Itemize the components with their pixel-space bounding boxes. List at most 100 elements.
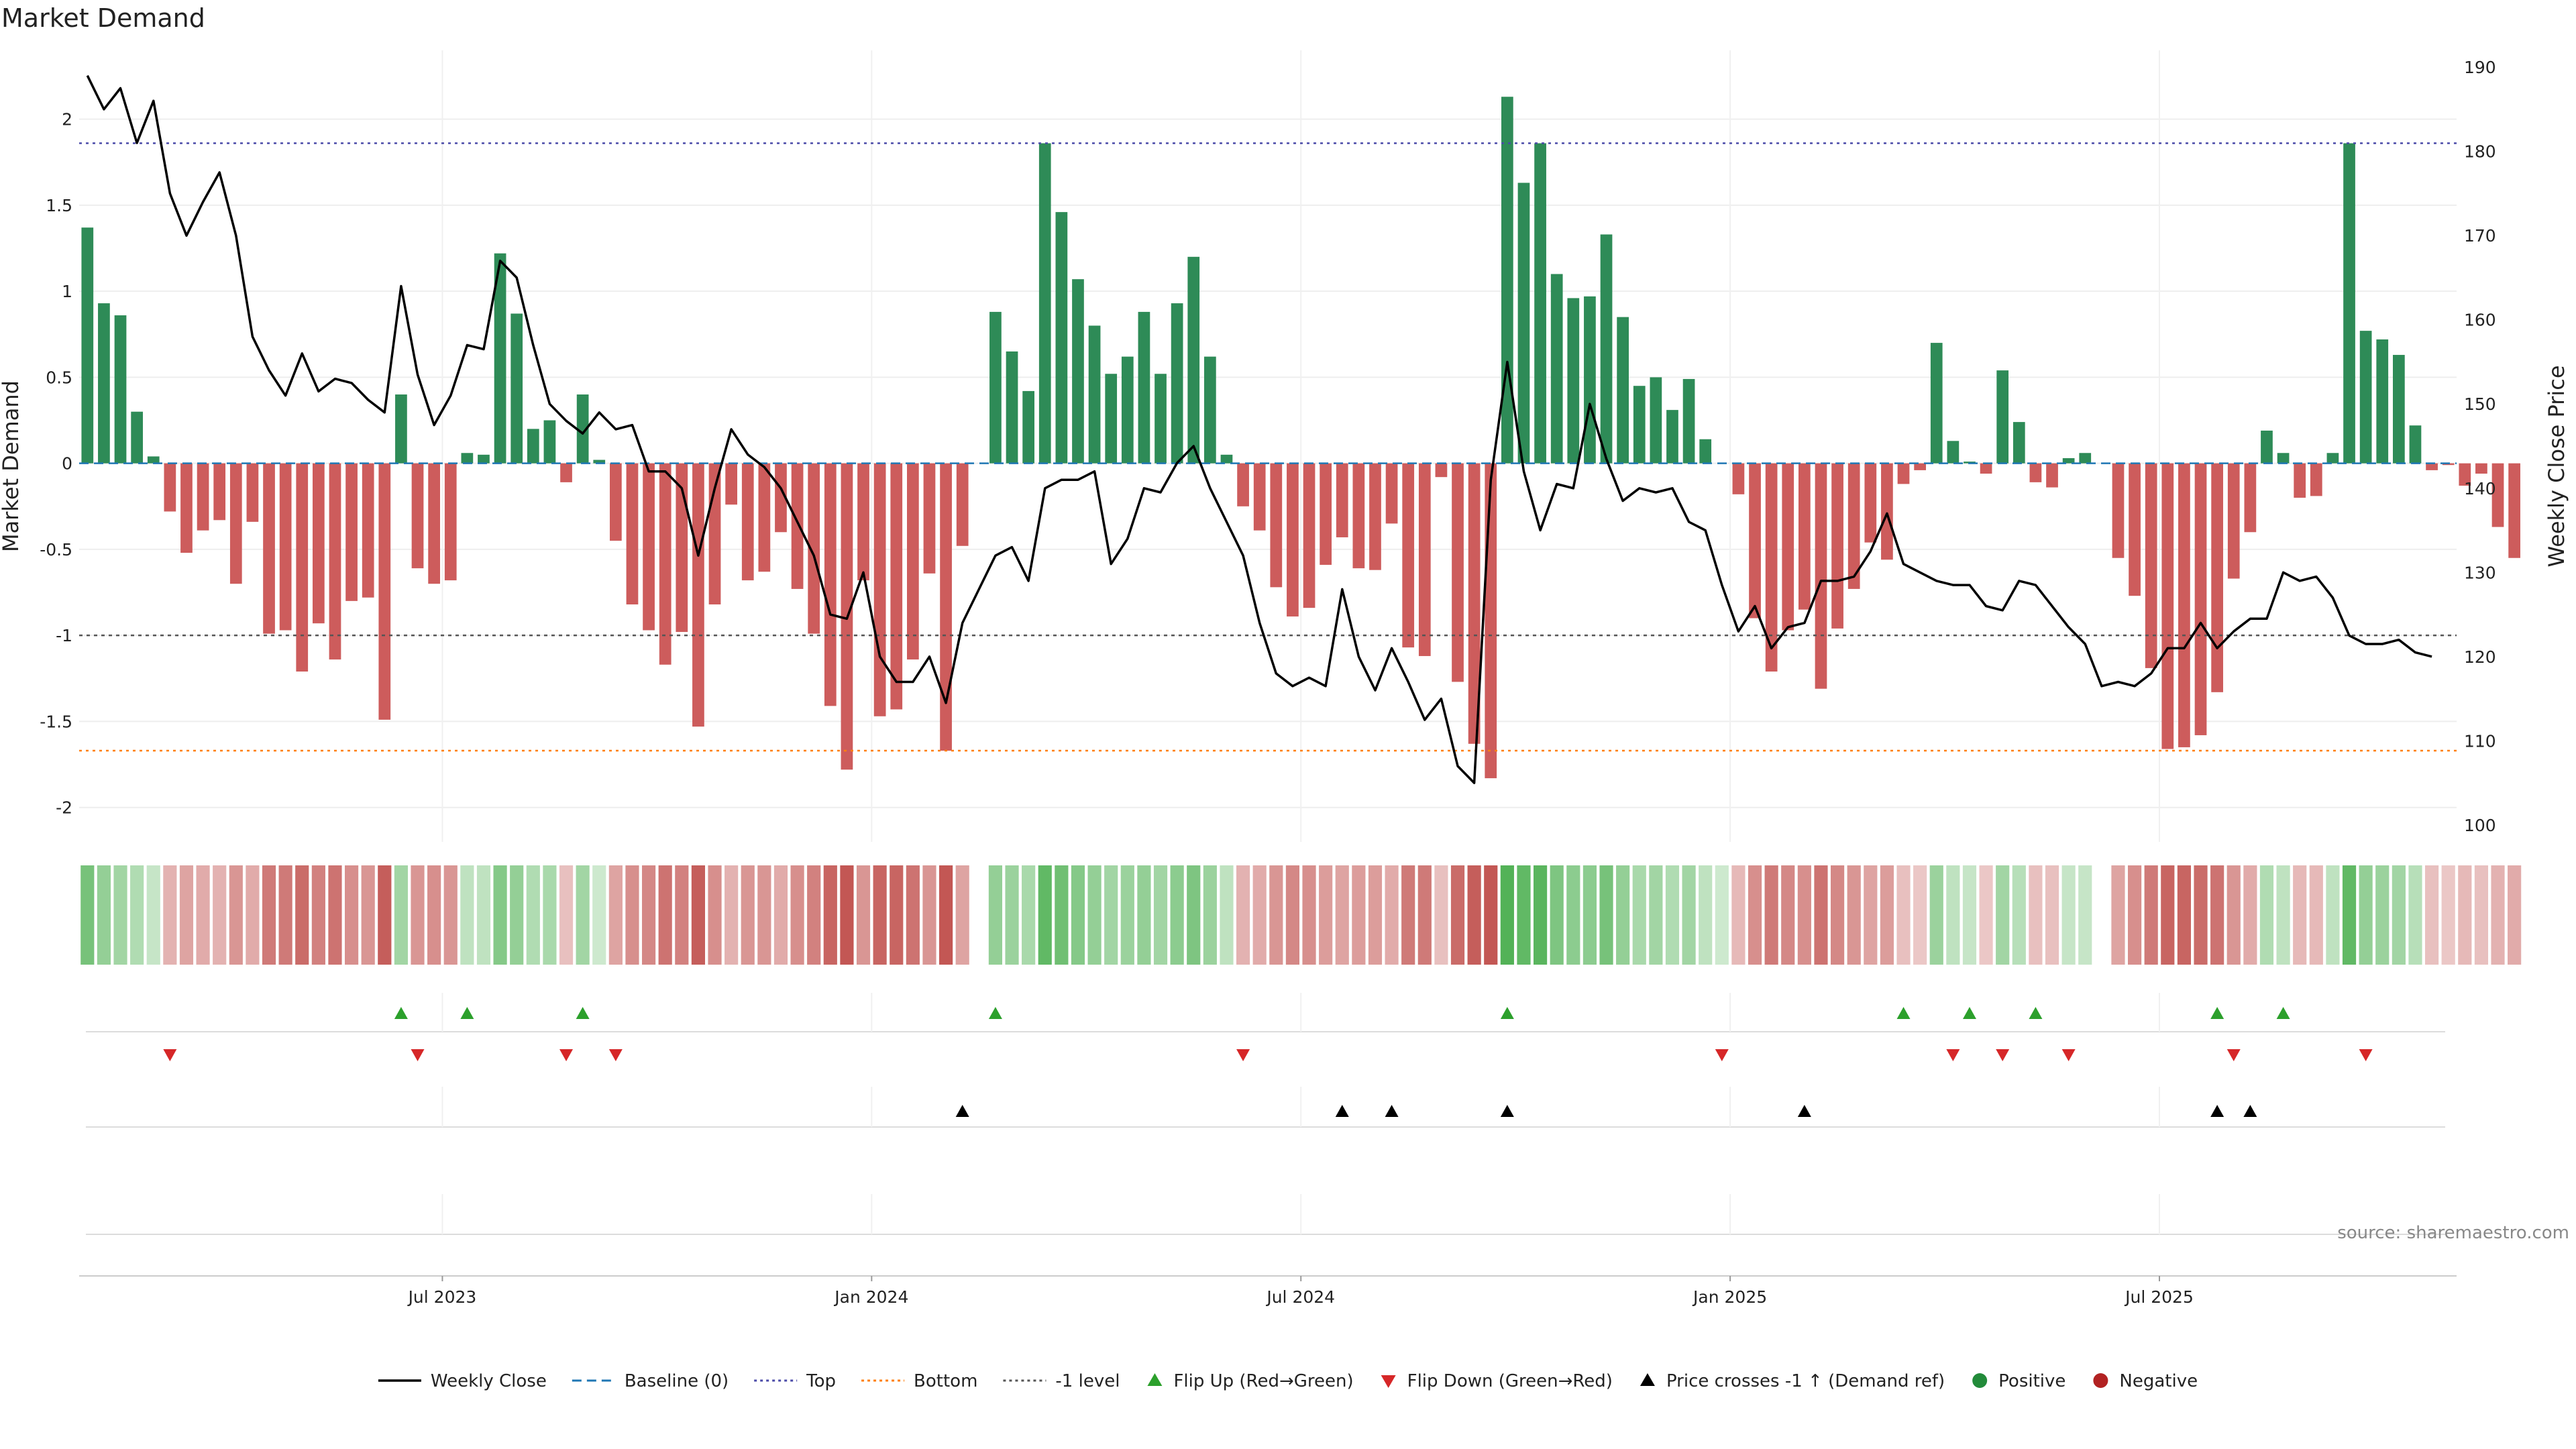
heat-cell-60 [1071,865,1085,965]
demand-bar-42 [775,463,787,533]
heat-cell-85 [1484,865,1498,965]
heat-cell-74 [1302,865,1316,965]
heat-cell-39 [724,865,739,965]
demand-bar-57 [1022,390,1034,464]
demand-bar-75 [1320,463,1332,565]
demand-bar-50 [907,463,919,660]
demand-bar-82 [1435,463,1448,478]
heat-cell-22 [443,865,458,965]
heat-cell-43 [790,865,804,965]
demand-bar-9 [229,463,242,584]
heat-cell-75 [1319,865,1333,965]
demand-bar-85 [1485,463,1497,779]
heat-cell-18 [378,865,392,965]
demand-bar-145 [2475,463,2487,474]
flip-up-marker-5 [1896,1007,1911,1019]
y-axis-label: Market Demand [0,380,23,552]
cross-up-marker-6 [2243,1105,2257,1117]
demand-bar-132 [2261,430,2273,464]
demand-bar-146 [2491,463,2504,527]
heat-cell-84 [1467,865,1481,965]
demand-bar-94 [1633,386,1646,464]
heat-cell-126 [2161,865,2175,965]
heat-cell-65 [1153,865,1168,965]
demand-bar-65 [1155,374,1167,464]
heat-cell-106 [1830,865,1845,965]
demand-bar-2 [114,315,127,464]
heat-cell-112 [1929,865,1943,965]
cross-up-marker-2 [1385,1105,1399,1117]
heat-cell-35 [658,865,672,965]
demand-bar-63 [1121,356,1134,464]
heat-cell-9 [229,865,243,965]
demand-bar-83 [1452,463,1464,682]
demand-bar-109 [1881,463,1893,560]
demand-bar-73 [1287,463,1299,616]
flip-up-marker-3 [988,1007,1002,1019]
demand-bar-58 [1038,143,1051,464]
heat-cell-113 [1946,865,1960,965]
heat-cell-73 [1285,865,1300,965]
demand-bar-1 [98,303,110,464]
flip-down-marker-3 [608,1049,623,1061]
demand-bar-51 [923,463,936,574]
flip-up-marker-0 [394,1007,408,1019]
heat-cell-24 [476,865,491,965]
demand-bar-20 [411,463,424,569]
legend-item-0: Weekly Close [378,1371,547,1391]
heat-cell-50 [906,865,920,965]
heat-cell-53 [955,865,969,965]
legend-item-2: Top [754,1371,836,1391]
demand-bar-107 [1847,463,1860,589]
demand-bar-10 [246,463,259,522]
heat-cell-62 [1104,865,1118,965]
heat-cell-83 [1450,865,1465,965]
flip-up-marker-8 [2210,1007,2224,1019]
demand-bar-140 [2393,355,2405,464]
heat-cell-71 [1252,865,1267,965]
y-tick-label-3: -0.5 [40,540,72,559]
heat-cell-95 [1649,865,1663,965]
heat-cell-97 [1682,865,1696,965]
demand-bar-60 [1072,279,1084,464]
demand-bar-126 [2161,463,2174,749]
demand-bar-31 [593,460,606,464]
heat-cell-3 [130,865,144,965]
y-right-tick-label-7: 170 [2464,226,2496,246]
y-tick-label-6: 1 [62,282,72,301]
demand-bar-127 [2178,463,2190,747]
heat-cell-42 [773,865,788,965]
legend-item-7: Price crosses -1 ↑ (Demand ref) [1640,1371,1945,1391]
flip-down-marker-9 [2226,1049,2241,1061]
x-tick-label-1: Jan 2024 [833,1287,908,1307]
heat-cell-131 [2243,865,2257,965]
heat-cell-26 [510,865,524,965]
heat-cell-8 [213,865,227,965]
demand-bar-117 [2012,422,2025,464]
legend-item-3: Bottom [861,1371,977,1391]
demand-bar-33 [626,463,639,604]
heat-cell-41 [757,865,771,965]
heat-cell-47 [856,865,871,965]
heat-cell-127 [2177,865,2192,965]
cross-up-marker-5 [2210,1105,2224,1117]
demand-bar-14 [313,463,325,624]
signal-markers [163,1007,2373,1117]
heat-cell-30 [576,865,590,965]
heat-cell-117 [2012,865,2026,965]
legend-label-3: Bottom [914,1371,977,1391]
y-tick-label-4: 0 [62,454,72,474]
demand-bar-142 [2426,463,2438,470]
flip-down-marker-0 [163,1049,177,1061]
heat-cell-27 [526,865,540,965]
demand-bar-124 [2129,463,2141,596]
flip-up-marker-2 [576,1007,590,1019]
heat-cell-37 [691,865,706,965]
flip-up-marker-9 [2276,1007,2290,1019]
legend-item-8: Positive [1972,1371,2065,1391]
legend-swatch-8 [1972,1373,1988,1388]
heat-cell-128 [2194,865,2208,965]
demand-bar-88 [1534,143,1546,464]
heat-cell-25 [493,865,507,965]
heat-cell-12 [278,865,292,965]
